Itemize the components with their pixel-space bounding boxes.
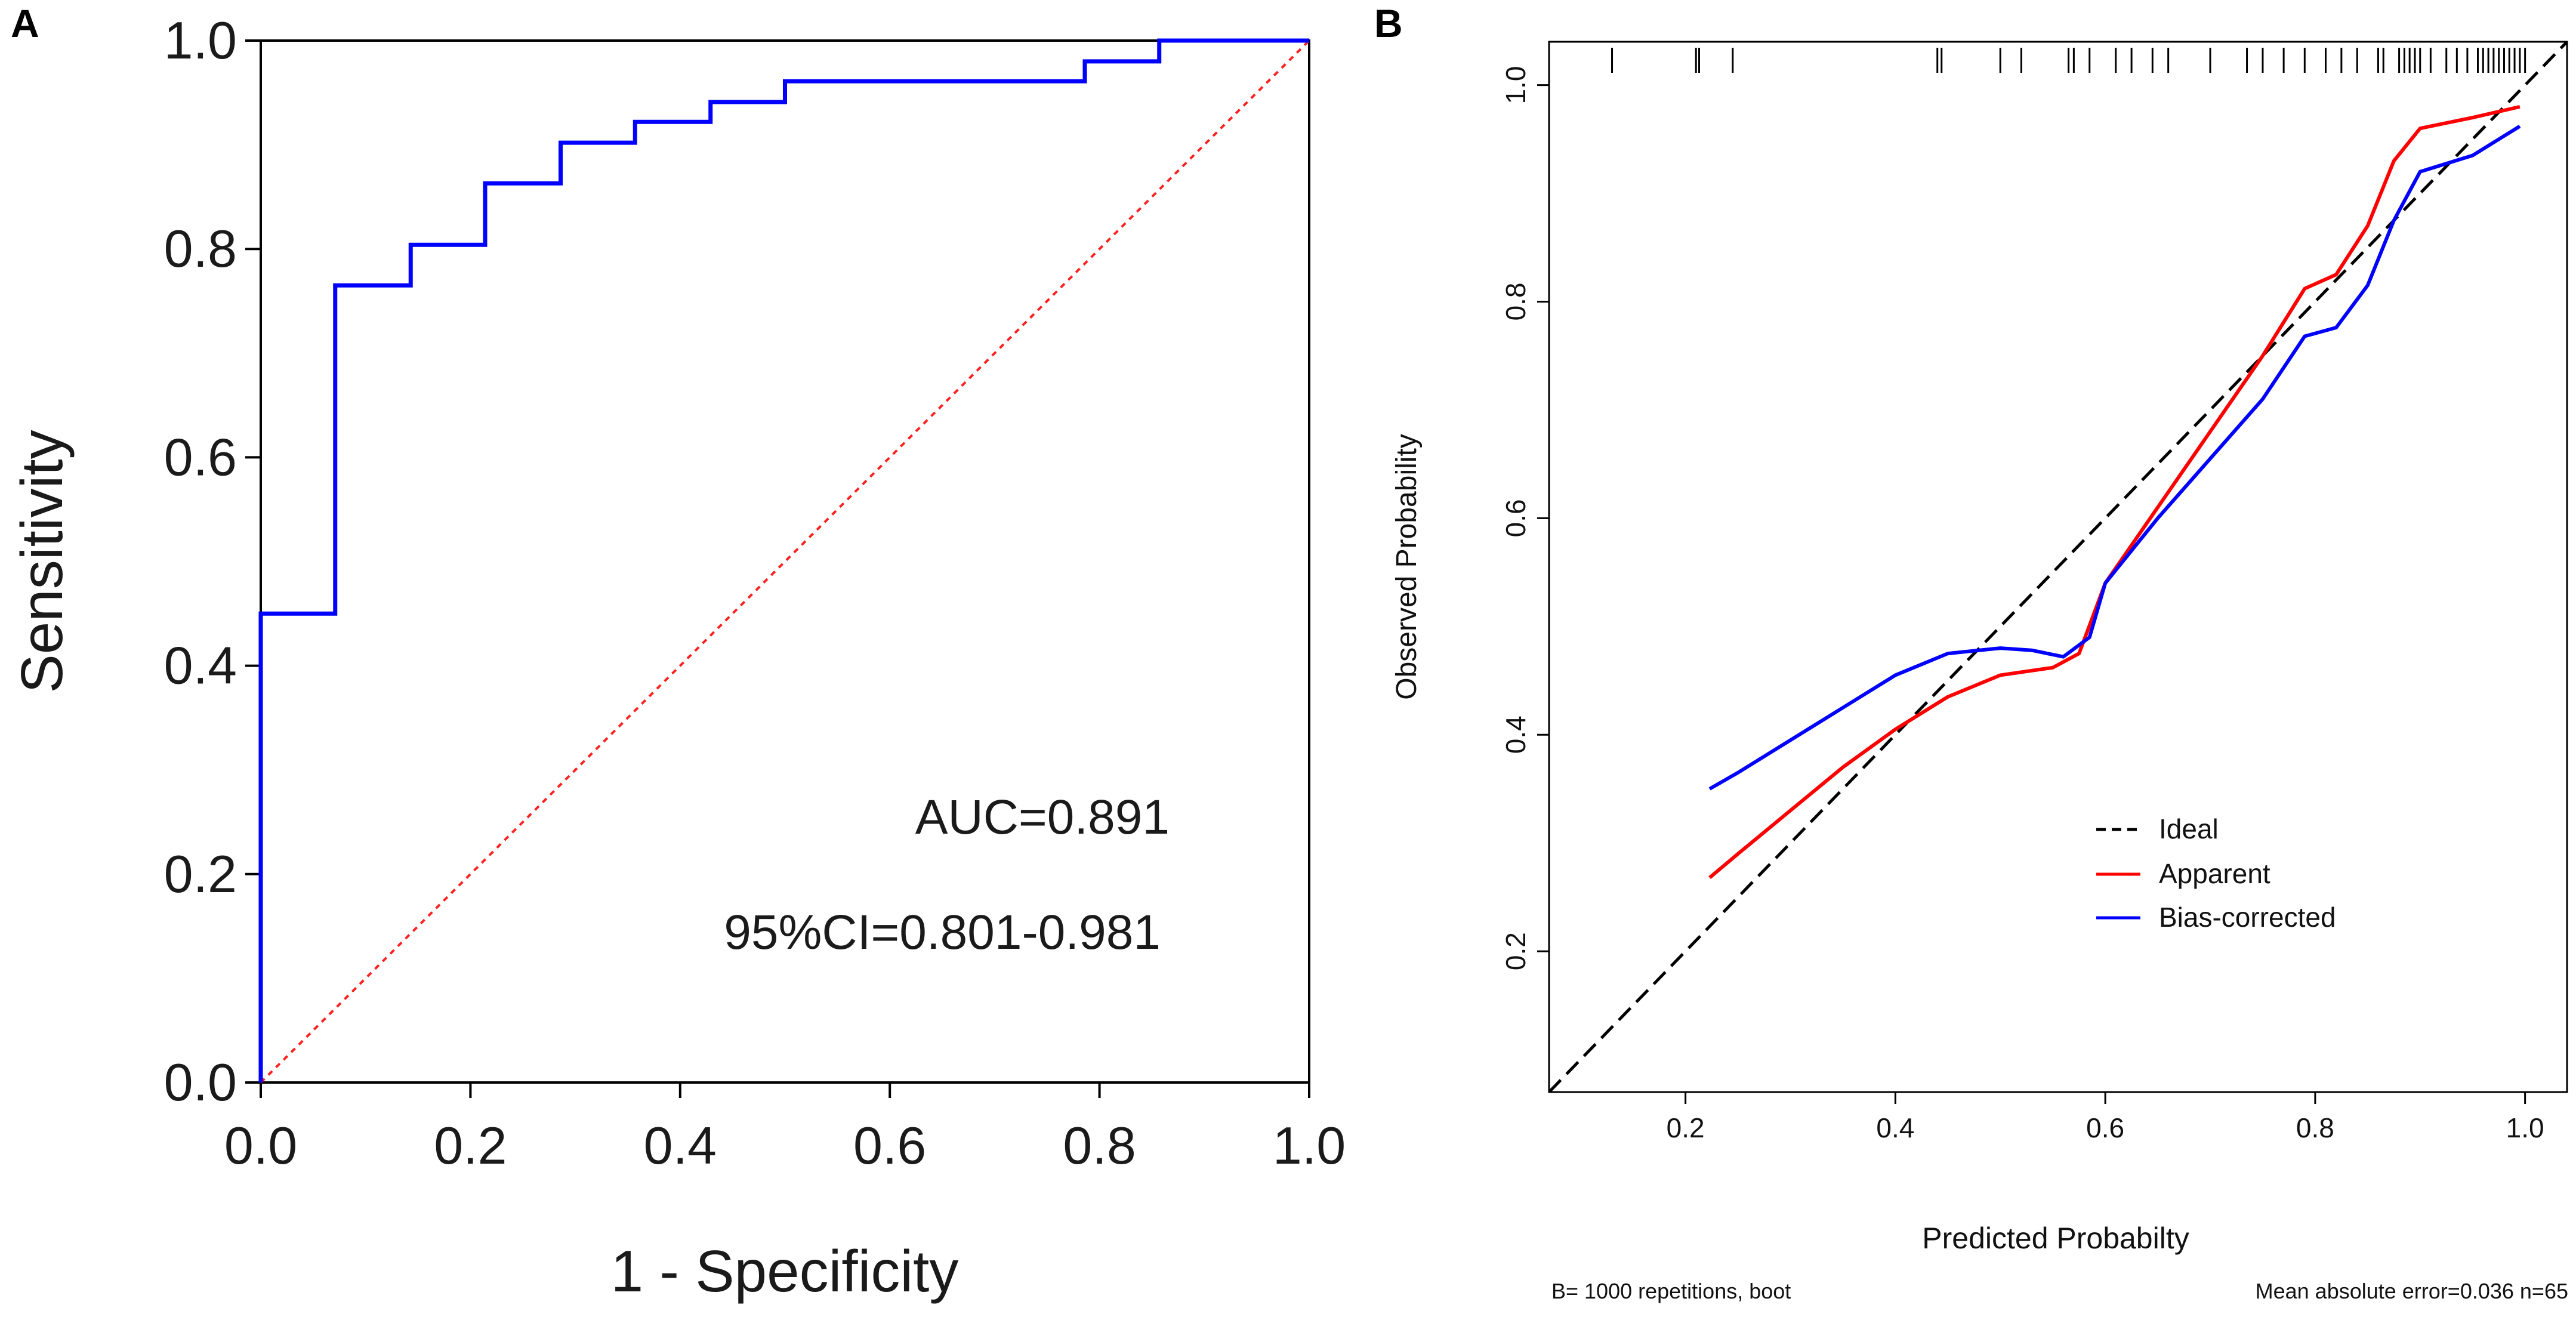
legend-apparent-label: Apparent: [2159, 858, 2270, 889]
calibration-plot-frame: [1548, 41, 2568, 1093]
roc-y-ticks: 0.0 0.2 0.4 0.6 0.8 1.0: [164, 11, 261, 1112]
calibration-y-tick-label: 0.6: [1500, 499, 1531, 537]
footer-mean-absolute-error: Mean absolute error=0.036 n=65: [2256, 1279, 2568, 1303]
footer-repetitions: B= 1000 repetitions, boot: [1551, 1279, 1791, 1303]
calibration-x-ticks: 0.2 0.4 0.6 0.8 1.0: [1667, 1092, 2544, 1143]
roc-y-tick-label: 0.4: [164, 636, 237, 695]
roc-curve: [258, 38, 1309, 1082]
panel-a-label: A: [11, 1, 39, 45]
legend-ideal-label: Ideal: [2159, 813, 2219, 844]
calibration-legend: Ideal Apparent Bias-corrected: [2096, 813, 2336, 933]
calibration-x-axis-label: Predicted Probabilty: [1922, 1222, 2189, 1255]
calibration-y-tick-label: 0.2: [1500, 932, 1531, 970]
calibration-x-tick-label: 0.2: [1667, 1112, 1705, 1143]
roc-x-tick-label: 0.0: [224, 1116, 297, 1175]
roc-plot-frame: [260, 39, 1310, 1084]
legend-bias-corrected-label: Bias-corrected: [2159, 902, 2336, 933]
calibration-rug: [1611, 48, 2526, 73]
calibration-y-tick-label: 1.0: [1500, 66, 1531, 104]
roc-x-axis-label: 1 - Specificity: [611, 1238, 959, 1304]
calibration-x-tick-label: 0.8: [2296, 1112, 2334, 1143]
roc-y-axis-label: Sensitivity: [9, 430, 75, 693]
calibration-chart: 0.2 0.4 0.6 0.8 1.0 0.2 0.4 0.6 0.8 1.0 Ideal Ap…: [1391, 41, 2568, 1303]
ci-annotation: 95%CI=0.801-0.981: [724, 905, 1161, 960]
roc-y-tick-label: 0.0: [164, 1053, 237, 1112]
ideal-line: [1548, 41, 2568, 1093]
roc-y-tick-label: 0.2: [164, 844, 237, 903]
calibration-x-tick-label: 0.6: [2086, 1112, 2124, 1143]
roc-x-tick-label: 0.8: [1063, 1116, 1136, 1175]
auc-annotation: AUC=0.891: [915, 790, 1170, 844]
calibration-y-tick-label: 0.8: [1500, 282, 1531, 320]
calibration-y-tick-label: 0.4: [1500, 715, 1531, 754]
calibration-x-tick-label: 0.4: [1876, 1112, 1914, 1143]
roc-chart: 0.0 0.2 0.4 0.6 0.8 1.0 0.0 0.2 0.4 0.6 0.8 1.0 AU…: [9, 11, 1346, 1304]
bias-corrected-curve: [1708, 124, 2521, 791]
roc-x-tick-label: 0.6: [853, 1116, 926, 1175]
panel-b-label: B: [1374, 1, 1403, 45]
roc-x-ticks: 0.0 0.2 0.4 0.6 0.8 1.0: [224, 1082, 1346, 1175]
calibration-y-ticks: 0.2 0.4 0.6 0.8 1.0: [1500, 66, 1549, 970]
roc-x-tick-label: 0.4: [644, 1116, 717, 1175]
apparent-curve: [1708, 104, 2521, 880]
roc-x-tick-label: 1.0: [1273, 1116, 1346, 1175]
roc-y-tick-label: 0.8: [164, 219, 237, 278]
roc-y-tick-label: 0.6: [164, 427, 237, 486]
roc-y-tick-label: 1.0: [164, 11, 237, 70]
calibration-y-axis-label: Observed Probability: [1391, 434, 1423, 700]
calibration-x-tick-label: 1.0: [2506, 1112, 2544, 1143]
roc-x-tick-label: 0.2: [434, 1116, 507, 1175]
